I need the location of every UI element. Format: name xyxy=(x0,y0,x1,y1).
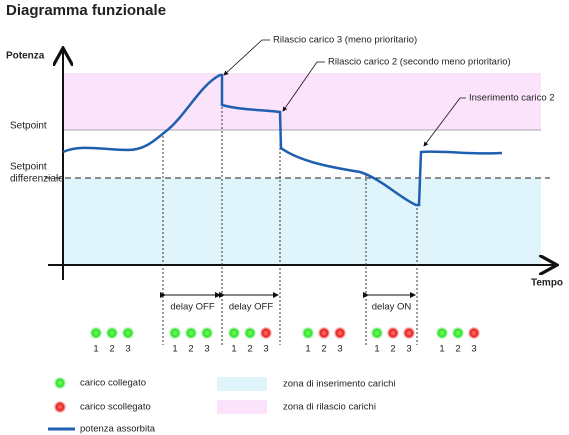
y-label: Potenza xyxy=(6,51,45,62)
led xyxy=(435,326,449,340)
led-number: 3 xyxy=(125,344,130,355)
led-number: 3 xyxy=(337,344,342,355)
led xyxy=(402,326,416,340)
power-curve xyxy=(62,73,503,207)
led-number: 3 xyxy=(204,344,209,355)
led xyxy=(259,326,273,340)
time-markers xyxy=(162,75,418,345)
delay-label: delay OFF xyxy=(229,302,274,313)
led xyxy=(243,326,257,340)
led-number: 1 xyxy=(93,344,98,355)
led xyxy=(105,326,119,340)
led xyxy=(467,326,481,340)
legend-label: potenza assorbita xyxy=(80,424,156,435)
led-number: 3 xyxy=(471,344,476,355)
legend-green-led xyxy=(53,376,67,390)
led xyxy=(121,326,135,340)
led xyxy=(89,326,103,340)
delay-group: delay OFF delay OFF delay ON xyxy=(160,292,416,313)
led-number: 1 xyxy=(374,344,379,355)
led xyxy=(168,326,182,340)
annotation: Rilascio carico 2 (secondo meno priorita… xyxy=(328,57,511,68)
led-number: 2 xyxy=(321,344,326,355)
delay-label: delay OFF xyxy=(170,302,215,313)
legend-label: carico scollegato xyxy=(80,402,151,413)
led xyxy=(451,326,465,340)
led-number: 2 xyxy=(455,344,460,355)
led-number: 3 xyxy=(263,344,268,355)
led xyxy=(386,326,400,340)
title: Diagramma funzionale xyxy=(6,2,166,19)
led xyxy=(370,326,384,340)
led xyxy=(200,326,214,340)
led-number: 1 xyxy=(231,344,236,355)
led xyxy=(184,326,198,340)
setpoint-diff-label: Setpoint xyxy=(10,162,47,173)
legend-label: zona di inserimento carichi xyxy=(283,379,395,390)
annotation: Rilascio carico 3 (meno prioritario) xyxy=(273,35,417,46)
legend-red-led xyxy=(53,400,67,414)
led-number: 2 xyxy=(109,344,114,355)
led-number: 1 xyxy=(172,344,177,355)
led-number: 2 xyxy=(247,344,252,355)
annotation-leaders xyxy=(223,39,466,147)
annotation: Inserimento carico 2 xyxy=(469,93,555,104)
setpoint-label: Setpoint xyxy=(10,121,47,132)
legend-label: zona di rilascio carichi xyxy=(283,402,376,413)
legend-swatch xyxy=(217,377,267,391)
led-number: 2 xyxy=(188,344,193,355)
led xyxy=(333,326,347,340)
x-label: Tempo xyxy=(531,278,563,289)
led-number: 3 xyxy=(406,344,411,355)
led xyxy=(227,326,241,340)
legend-label: carico collegato xyxy=(80,378,146,389)
setpoint-diff-label: differenziale xyxy=(10,174,64,185)
delay-label: delay ON xyxy=(372,302,412,313)
release-zone xyxy=(63,73,541,130)
led-number: 1 xyxy=(305,344,310,355)
led-number: 1 xyxy=(439,344,444,355)
led xyxy=(317,326,331,340)
led-number: 2 xyxy=(390,344,395,355)
led xyxy=(301,326,315,340)
insert-zone xyxy=(63,178,541,265)
legend-swatch xyxy=(217,400,267,414)
